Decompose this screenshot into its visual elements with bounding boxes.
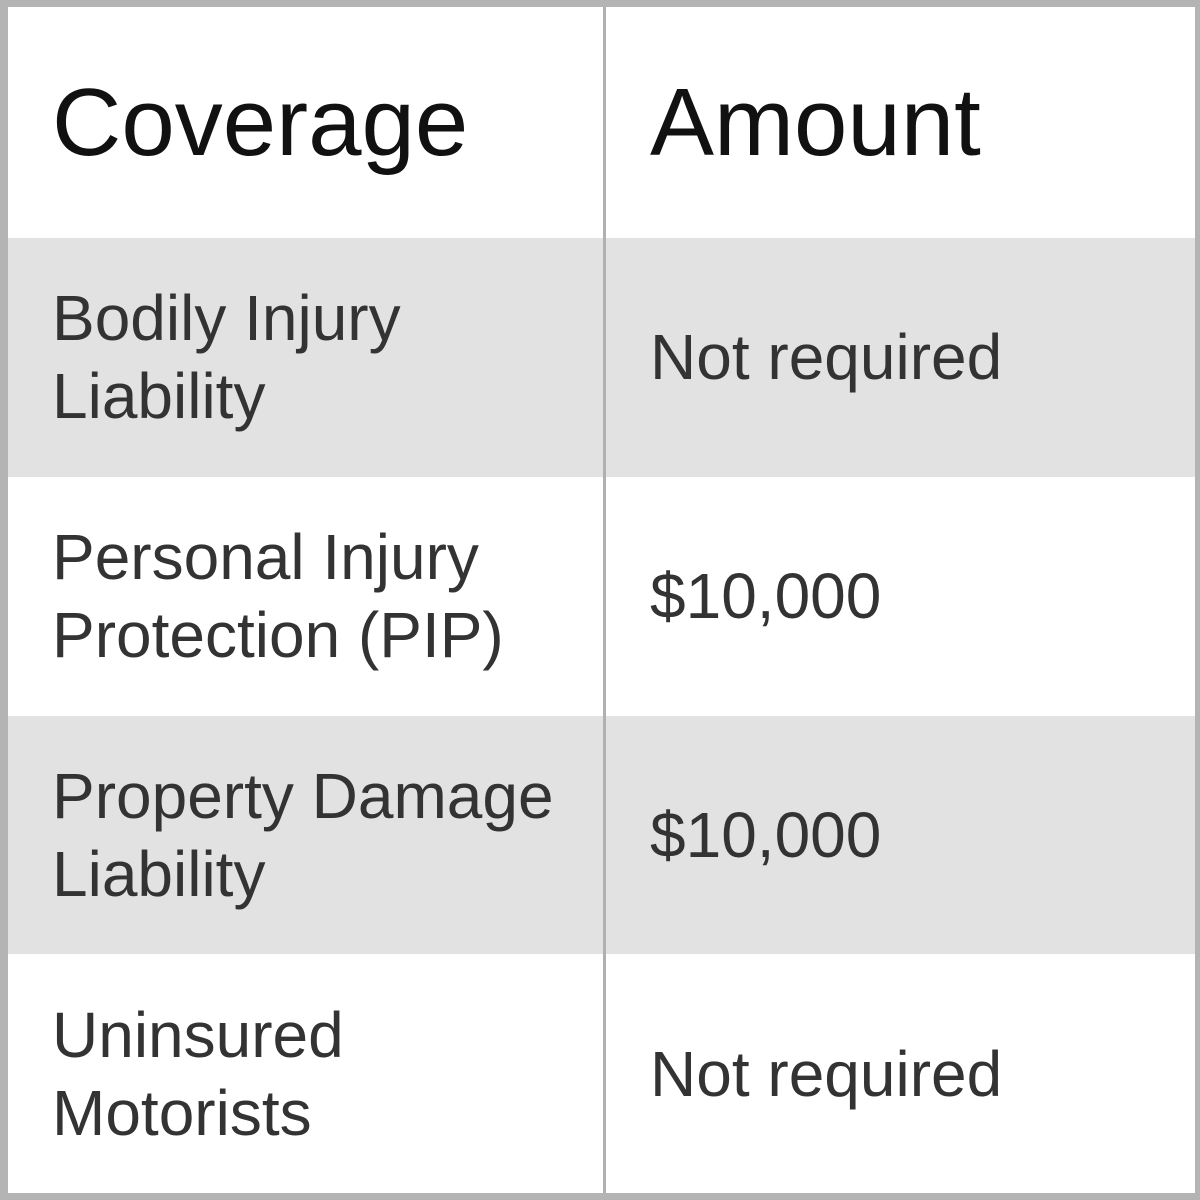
coverage-cell: Personal Injury Protection (PIP) [52, 521, 504, 672]
table-header-row: Coverage Amount [8, 7, 1195, 238]
table-row: Bodily Injury Liability Not required [8, 238, 1195, 477]
column-header-amount: Amount [603, 7, 1195, 238]
table-row: Property Damage Liability $10,000 [8, 715, 1195, 955]
coverage-cell: Uninsured Motorists [52, 998, 344, 1149]
coverage-cell: Property Damage Liability [52, 759, 554, 910]
coverage-cell: Bodily Injury Liability [52, 282, 401, 433]
amount-cell: Not required [603, 238, 1195, 477]
amount-cell: Not required [603, 954, 1195, 1193]
table-row: Personal Injury Protection (PIP) $10,000 [8, 476, 1195, 716]
column-header-coverage: Coverage [52, 68, 469, 176]
amount-cell: $10,000 [603, 476, 1195, 716]
table-row: Uninsured Motorists Not required [8, 954, 1195, 1193]
amount-cell: $10,000 [603, 715, 1195, 955]
